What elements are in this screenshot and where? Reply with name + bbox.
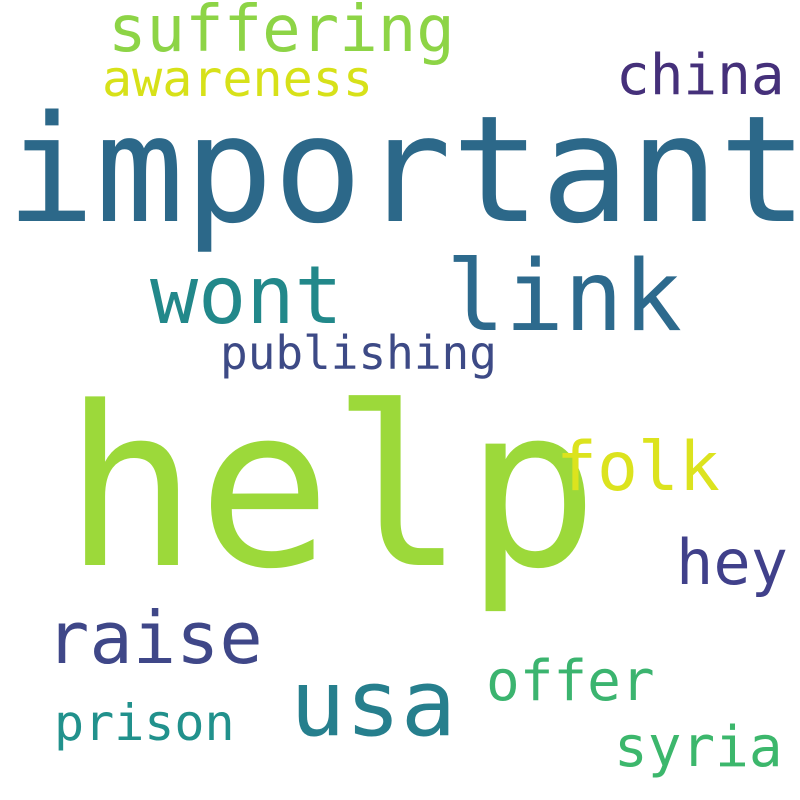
word-syria: syria [614, 715, 783, 780]
word-prison: prison [54, 694, 235, 752]
word-wont: wont [150, 249, 343, 342]
word-help: help [64, 360, 599, 618]
word-usa: usa [290, 650, 457, 757]
word-folk: folk [556, 428, 720, 507]
word-link: link [446, 240, 683, 354]
word-china: china [616, 43, 785, 108]
word-awareness: awareness [102, 50, 373, 108]
word-hey: hey [676, 526, 788, 599]
word-important: important [6, 84, 800, 256]
word-offer: offer [486, 649, 655, 714]
word-suffering: suffering [108, 0, 455, 67]
word-publishing: publishing [220, 326, 497, 380]
word-raise: raise [46, 596, 263, 680]
